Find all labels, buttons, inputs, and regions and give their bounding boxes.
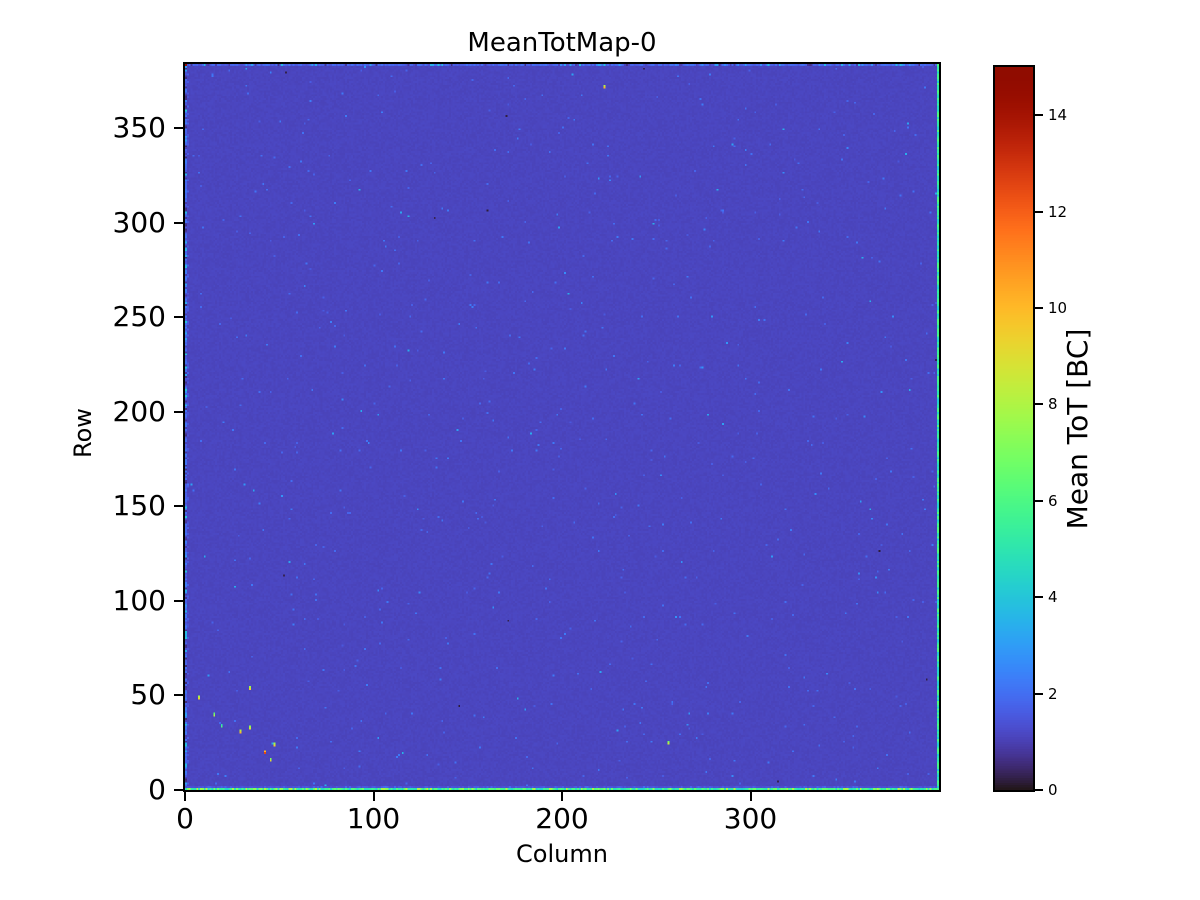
colorbar-tick-label: 6 [1048, 491, 1058, 510]
x-tick-mark [749, 792, 752, 801]
colorbar-tick-label: 12 [1048, 202, 1068, 221]
x-tick-label: 300 [723, 802, 778, 835]
x-tick-mark [184, 792, 186, 801]
colorbar-canvas [995, 67, 1033, 790]
x-tick-mark [372, 792, 375, 801]
colorbar-tick-mark [1035, 210, 1043, 213]
colorbar-tick-mark [1035, 307, 1043, 309]
colorbar-tick-mark [1035, 596, 1043, 599]
y-tick-label: 0 [148, 773, 166, 806]
colorbar-tick-mark [1035, 789, 1043, 791]
y-tick-mark [174, 505, 183, 508]
colorbar-tick-mark [1035, 499, 1043, 502]
y-tick-label: 50 [130, 678, 166, 712]
y-tick-mark [174, 410, 183, 413]
y-tick-label: 300 [112, 205, 166, 239]
x-tick-mark [561, 792, 563, 801]
x-tick-label: 0 [176, 802, 194, 835]
y-tick-label: 250 [112, 300, 166, 334]
y-tick-mark [174, 599, 183, 602]
colorbar-tick-label: 8 [1048, 395, 1058, 414]
colorbar-tick-mark [1035, 692, 1043, 695]
y-axis-label: Row [69, 408, 97, 458]
y-tick-mark [174, 221, 183, 224]
y-tick-mark [174, 694, 183, 697]
colorbar-tick-label: 0 [1048, 781, 1058, 799]
y-tick-label: 150 [112, 489, 166, 523]
x-tick-label: 200 [535, 802, 589, 835]
y-tick-mark [174, 127, 183, 130]
chart-title: MeanTotMap-0 [467, 28, 657, 58]
x-tick-label: 100 [346, 802, 401, 835]
colorbar-tick-mark [1035, 403, 1043, 406]
colorbar-tick-mark [1035, 114, 1043, 117]
colorbar-tick-label: 10 [1048, 299, 1068, 317]
colorbar-tick-label: 4 [1048, 588, 1058, 607]
y-tick-label: 350 [112, 111, 166, 145]
colorbar-label: Mean ToT [BC] [1061, 328, 1094, 530]
y-tick-mark [174, 789, 183, 791]
y-tick-label: 100 [112, 583, 166, 617]
x-axis-label: Column [516, 840, 608, 868]
colorbar-tick-label: 14 [1048, 106, 1068, 125]
y-tick-label: 200 [112, 394, 166, 428]
colorbar-tick-label: 2 [1048, 684, 1058, 703]
heatmap-canvas [185, 64, 939, 790]
y-tick-mark [174, 316, 183, 319]
